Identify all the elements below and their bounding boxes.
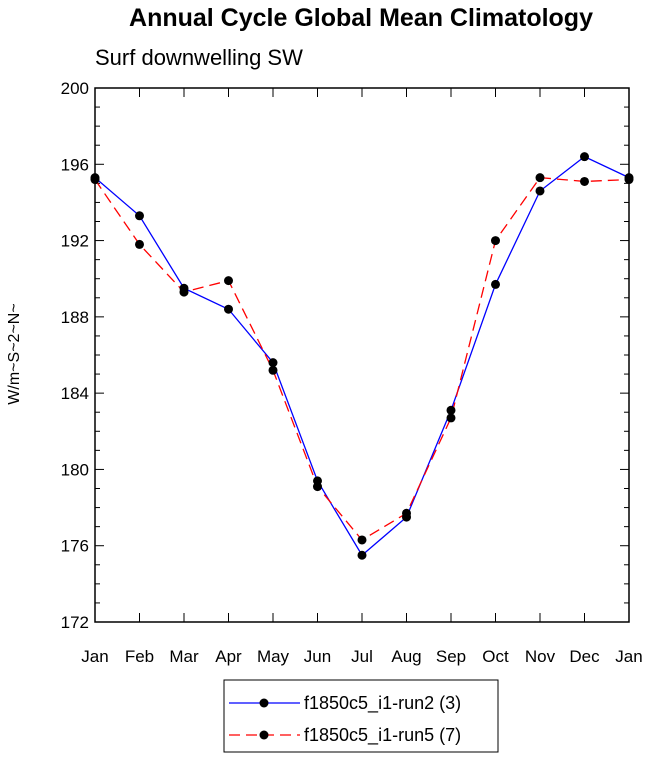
y-tick-label: 172 [61, 613, 89, 632]
chart-title: Annual Cycle Global Mean Climatology [129, 4, 593, 32]
series-line-1 [94, 155, 630, 557]
y-tick-label: 200 [61, 79, 89, 98]
data-point-s2-6 [357, 535, 367, 545]
series-line-2 [94, 176, 630, 541]
data-point-s2-7 [402, 508, 411, 518]
data-point-s1-11 [580, 152, 589, 162]
y-tick-label: 176 [61, 537, 89, 556]
data-point-s2-10 [535, 173, 545, 183]
chart-subtitle: Surf downwelling SW [95, 45, 303, 70]
data-point-s2-11 [580, 176, 589, 186]
x-tick-label: Nov [525, 647, 556, 666]
data-point-s2-1 [135, 239, 144, 249]
data-point-s1-4 [268, 358, 278, 368]
plot-frame [94, 87, 630, 623]
legend-label-run5: f1850c5_i1-run5 (7) [304, 725, 461, 746]
x-tick-label: Dec [569, 647, 600, 666]
data-point-s2-9 [491, 236, 500, 246]
x-tick-label: Jul [351, 647, 373, 666]
legend-label-run2: f1850c5_i1-run2 (3) [304, 693, 461, 714]
data-point-s2-4 [268, 365, 278, 375]
legend-box [223, 679, 499, 753]
x-tick-label: Mar [169, 647, 199, 666]
data-point-s1-9 [491, 279, 500, 289]
data-point-s2-5 [313, 482, 322, 492]
x-tick-label: Feb [125, 647, 154, 666]
data-point-s1-3 [224, 304, 233, 314]
data-point-s2-8 [446, 413, 456, 423]
y-tick-label: 192 [61, 232, 89, 251]
y-tick-label: 188 [61, 308, 89, 327]
data-point-s2-2 [179, 287, 189, 297]
y-tick-label: 180 [61, 460, 89, 479]
x-tick-labels: Jan Feb Mar Apr May Jun Jul Aug Sep Oct Nov Dec Jan [81, 647, 642, 666]
legend-marker-run2 [259, 698, 269, 708]
y-tick-label: 184 [61, 384, 89, 403]
data-point-s2-3 [224, 276, 233, 286]
x-tick-label: Sep [436, 647, 466, 666]
x-tick-label: Jun [304, 647, 331, 666]
y-axis-label: W/m~S~2~N~ [6, 303, 23, 404]
x-tick-label: May [257, 647, 290, 666]
x-tick-label: Jan [81, 647, 108, 666]
x-tick-label: Aug [391, 647, 421, 666]
data-point-s1-1 [135, 211, 144, 221]
y-tick-label: 196 [61, 155, 89, 174]
x-tick-label: Apr [215, 647, 242, 666]
data-point-s1-6 [357, 550, 367, 560]
series-layer [90, 152, 634, 560]
legend-marker-run5 [259, 730, 269, 740]
legend: f1850c5_i1-run2 (3) f1850c5_i1-run5 (7) [223, 679, 499, 753]
x-tick-label: Oct [482, 647, 509, 666]
data-point-s1-8 [446, 405, 456, 415]
data-point-s1-10 [535, 186, 545, 196]
y-tick-labels: 172 176 180 184 188 192 196 200 [61, 79, 89, 632]
x-tick-label: Jan [615, 647, 642, 666]
